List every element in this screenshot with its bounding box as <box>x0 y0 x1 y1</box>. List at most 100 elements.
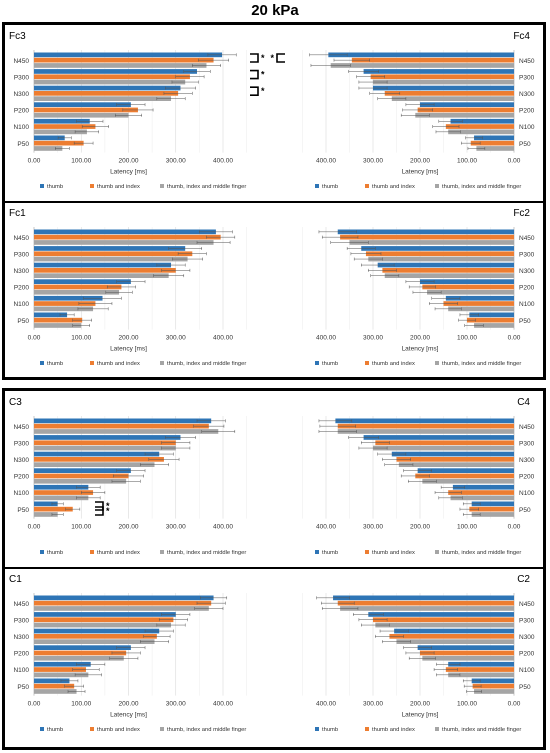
bar-thumb_index <box>382 268 514 273</box>
category-label: N450 <box>519 235 535 242</box>
bar-thumb_index <box>340 234 514 240</box>
bar-thumb_index_middle <box>375 622 514 628</box>
bar-thumb_index_middle <box>391 96 514 101</box>
tick-label: 400.00 <box>316 335 336 342</box>
bar-thumb_index_middle <box>415 112 514 118</box>
bar-thumb <box>417 645 514 650</box>
panel-label-c1: C1 <box>9 574 22 585</box>
tick-label: 400.00 <box>213 335 233 342</box>
category-label: P300 <box>14 440 30 447</box>
bar-thumb <box>34 628 160 634</box>
bar-thumb <box>34 135 65 141</box>
bar-thumb_index <box>370 74 514 80</box>
axis-title: Latency [ms] <box>110 346 147 353</box>
category-label: P50 <box>519 141 531 148</box>
category-label: P200 <box>14 108 30 115</box>
category-label: N100 <box>519 301 535 308</box>
bar-thumb_index <box>34 268 176 273</box>
legend-swatch-thumb_index_middle <box>160 727 164 731</box>
category-label: P50 <box>17 318 29 325</box>
category-label: P300 <box>519 74 535 81</box>
significance-star: * <box>261 70 265 80</box>
bar-thumb <box>34 52 223 58</box>
significance-star: * <box>261 53 265 63</box>
tick-label: 100.00 <box>71 335 91 342</box>
legend-label-thumb_index_middle: thumb, index and middle finger <box>442 361 521 367</box>
tick-label: 0.00 <box>28 524 41 531</box>
legend-swatch-thumb_index <box>90 550 94 554</box>
bar-thumb_index <box>420 650 514 656</box>
bar-thumb_index_middle <box>448 672 514 678</box>
bar-thumb <box>373 85 514 91</box>
category-label: N450 <box>519 601 535 608</box>
bar-thumb_index <box>34 91 179 96</box>
bar-thumb_index <box>415 473 514 479</box>
legend-label-thumb: thumb <box>322 550 338 556</box>
category-label: P200 <box>519 651 535 658</box>
significance-bracket <box>95 506 104 516</box>
bar-thumb_index <box>373 617 514 623</box>
bar-thumb <box>34 612 176 617</box>
tick-label: 300.00 <box>363 158 383 165</box>
bar-thumb <box>34 595 214 601</box>
legend-swatch-thumb_index <box>365 550 369 554</box>
bar-thumb_index <box>34 667 86 672</box>
legend-label-thumb: thumb <box>47 550 63 556</box>
category-label: P200 <box>519 285 535 292</box>
category-label: N300 <box>519 91 535 98</box>
bar-thumb_index_middle <box>34 256 188 262</box>
bar-thumb <box>394 628 514 634</box>
bar-thumb_index_middle <box>34 445 176 451</box>
bar-thumb_index_middle <box>34 655 124 661</box>
significance-bracket <box>95 501 104 511</box>
legend-swatch-thumb <box>40 550 44 554</box>
legend-swatch-thumb <box>315 727 319 731</box>
legend-swatch-thumb_index <box>365 184 369 188</box>
bar-thumb_index_middle <box>34 112 129 118</box>
category-label: N300 <box>519 268 535 275</box>
category-label: P300 <box>14 617 30 624</box>
axis-title: Latency [ms] <box>402 712 439 719</box>
bar-thumb <box>471 501 514 507</box>
significance-bracket <box>250 69 259 80</box>
legend-swatch-thumb_index_middle <box>435 361 439 365</box>
tick-label: 300.00 <box>363 335 383 342</box>
category-label: N300 <box>13 457 29 464</box>
bar-thumb_index <box>34 440 176 446</box>
significance-star: * <box>270 53 274 63</box>
legend-swatch-thumb_index_middle <box>160 550 164 554</box>
category-label: P200 <box>14 474 30 481</box>
legend-label-thumb_index: thumb and index <box>97 361 140 367</box>
category-label: N100 <box>519 490 535 497</box>
legend-swatch-thumb <box>40 361 44 365</box>
tick-label: 400.00 <box>316 158 336 165</box>
bar-thumb_index_middle <box>34 429 219 434</box>
bar-thumb_index_middle <box>34 306 94 312</box>
axis-title: Latency [ms] <box>402 169 439 176</box>
category-label: N100 <box>519 124 535 131</box>
category-label: P200 <box>14 651 30 658</box>
tick-label: 100.00 <box>457 524 477 531</box>
tick-label: 0.00 <box>508 524 521 531</box>
bar-thumb_index_middle <box>34 495 89 501</box>
category-label: P50 <box>519 507 531 514</box>
legend-label-thumb: thumb <box>47 184 63 190</box>
legend-swatch-thumb_index_middle <box>435 184 439 188</box>
panel-label-c4: C4 <box>517 397 530 408</box>
bar-thumb_index_middle <box>368 256 514 262</box>
legend-label-thumb_index_middle: thumb, index and middle finger <box>442 727 521 733</box>
tick-label: 200.00 <box>119 524 139 531</box>
bar-thumb_index_middle <box>471 512 514 517</box>
category-label: P300 <box>519 440 535 447</box>
bar-thumb_index_middle <box>427 289 514 295</box>
bar-thumb <box>34 229 216 235</box>
bar-thumb <box>420 102 514 107</box>
bar-thumb_index_middle <box>448 306 514 312</box>
legend-label-thumb_index_middle: thumb, index and middle finger <box>167 184 246 190</box>
bar-thumb_index_middle <box>337 429 514 434</box>
category-label: P300 <box>14 74 30 81</box>
bar-thumb <box>34 102 131 107</box>
category-label: N100 <box>13 490 29 497</box>
legend-label-thumb: thumb <box>47 727 63 733</box>
tick-label: 400.00 <box>213 158 233 165</box>
